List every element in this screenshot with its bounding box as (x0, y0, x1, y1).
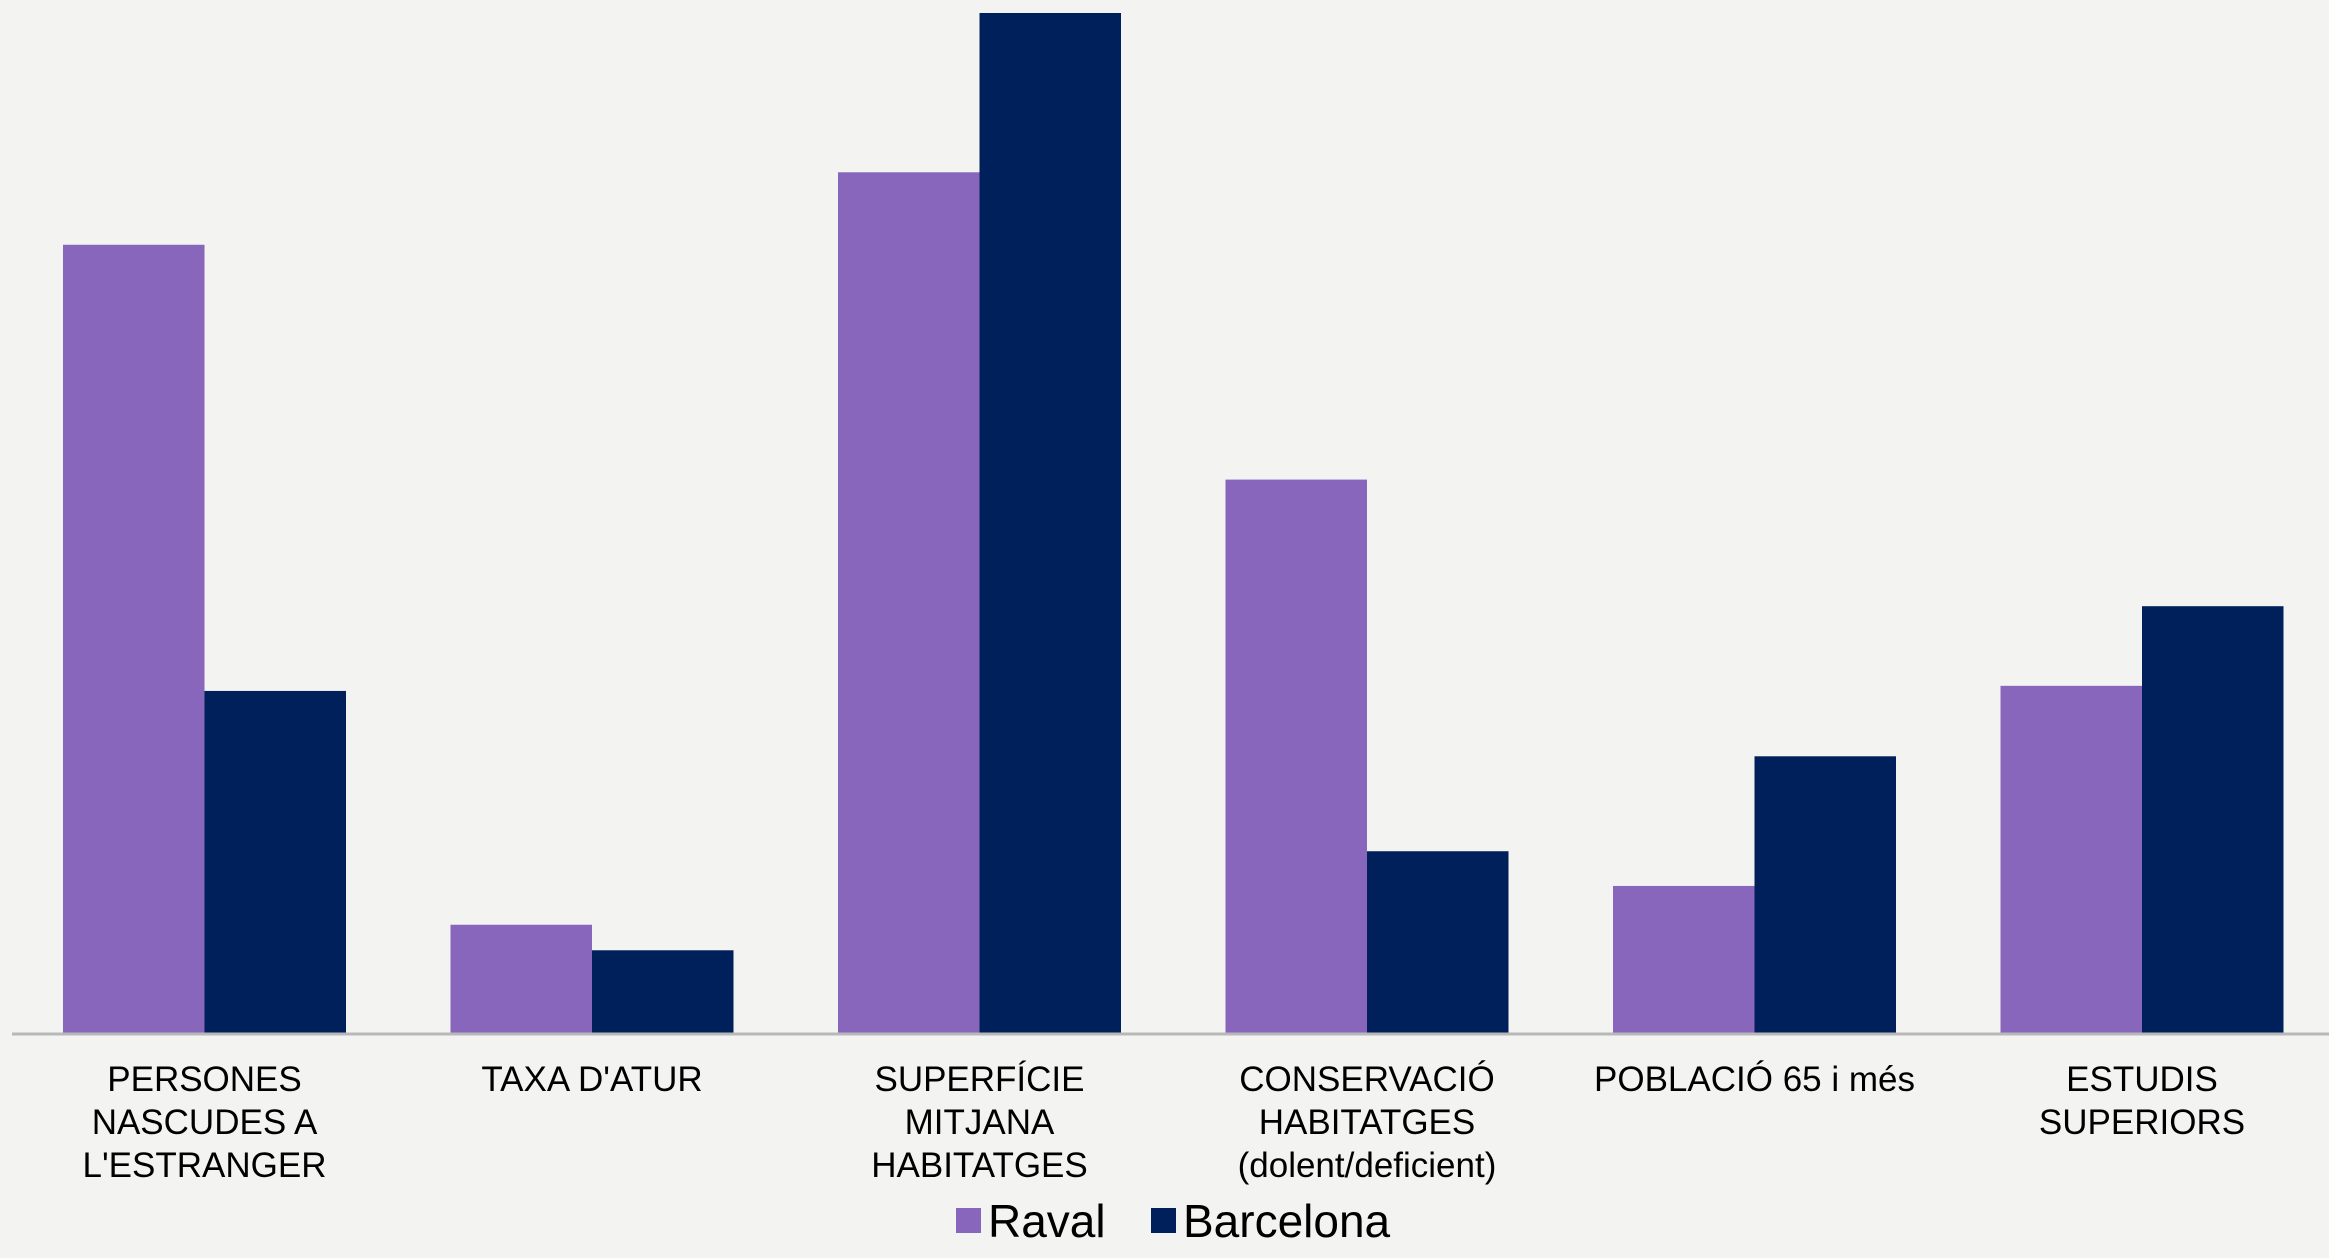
bar-raval-4 (1613, 885, 1755, 1034)
bar-barcelona-4 (1754, 756, 1896, 1034)
bar-barcelona-0 (204, 690, 346, 1034)
category-label-3: CONSERVACIÓ HABITATGES (dolent/deficient) (1238, 1060, 1497, 1185)
category-label-2: SUPERFÍCIE MITJANA HABITATGES (871, 1060, 1088, 1185)
category-label-0: PERSONES NASCUDES A L'ESTRANGER (83, 1060, 327, 1185)
category-label-line: NASCUDES A (92, 1103, 318, 1142)
legend-label-barcelona: Barcelona (1183, 1195, 1391, 1247)
bar-barcelona-1 (592, 950, 734, 1034)
bar-raval-0 (63, 244, 205, 1035)
category-label-line: TAXA D'ATUR (481, 1060, 702, 1099)
category-label-line: SUPERIORS (2039, 1103, 2245, 1142)
legend-swatch-barcelona (1151, 1208, 1176, 1233)
category-label-1: TAXA D'ATUR (481, 1060, 702, 1099)
category-label-line: POBLACIÓ 65 i més (1594, 1060, 1915, 1099)
bar-raval-5 (2000, 685, 2142, 1034)
category-label-5: ESTUDIS SUPERIORS (2039, 1060, 2245, 1142)
bar-barcelona-3 (1367, 851, 1509, 1034)
category-label-4: POBLACIÓ 65 i més (1594, 1060, 1915, 1099)
bar-raval-1 (450, 924, 592, 1034)
category-label-line: HABITATGES (1259, 1103, 1476, 1142)
legend-label-raval: Raval (988, 1195, 1106, 1247)
bars-layer (63, 13, 2284, 1035)
category-label-line: PERSONES (107, 1060, 302, 1099)
bar-barcelona-5 (2142, 606, 2284, 1034)
bar-raval-3 (1225, 479, 1367, 1034)
category-label-line: L'ESTRANGER (83, 1146, 327, 1185)
bar-barcelona-2 (979, 13, 1121, 1034)
category-label-line: (dolent/deficient) (1238, 1146, 1497, 1185)
category-labels: PERSONES NASCUDES A L'ESTRANGER TAXA D'ATUR… (83, 1060, 2246, 1185)
category-label-line: MITJANA (905, 1103, 1055, 1142)
legend-swatch-raval (956, 1208, 981, 1233)
category-label-line: SUPERFÍCIE (874, 1060, 1084, 1099)
category-label-line: HABITATGES (871, 1146, 1088, 1185)
bar-raval-2 (838, 172, 980, 1034)
legend: Raval Barcelona (956, 1195, 1391, 1247)
category-label-line: ESTUDIS (2066, 1060, 2218, 1099)
category-label-line: CONSERVACIÓ (1239, 1060, 1494, 1099)
